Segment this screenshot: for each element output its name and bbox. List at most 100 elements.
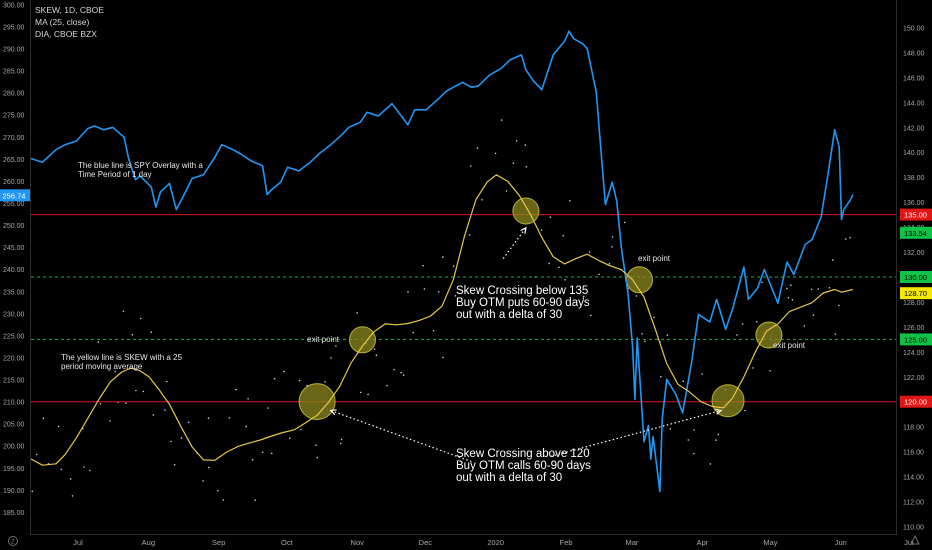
skew-dot bbox=[316, 456, 319, 459]
skew-dot bbox=[31, 490, 34, 493]
left-tick-label: 230.00 bbox=[3, 311, 25, 318]
right-badge bbox=[900, 271, 932, 283]
skew-dot bbox=[442, 356, 444, 359]
right-tick-label: 148.00 bbox=[903, 50, 925, 57]
skew-dot bbox=[590, 314, 592, 317]
skew-dot bbox=[786, 287, 788, 290]
skew-dot bbox=[235, 388, 237, 391]
skew-dot bbox=[437, 291, 440, 293]
x-tick-label: May bbox=[763, 538, 777, 547]
skew-dot bbox=[549, 216, 552, 218]
timezone-icon[interactable]: Z bbox=[8, 536, 18, 546]
right-badge bbox=[900, 333, 932, 346]
skew-dot bbox=[693, 452, 695, 455]
x-tick-label: Mar bbox=[625, 538, 638, 547]
crossing-circle bbox=[711, 384, 745, 418]
skew-dot bbox=[608, 262, 611, 265]
crossing-circle bbox=[512, 197, 540, 225]
skew-dot bbox=[769, 370, 771, 372]
skew-dot bbox=[288, 437, 291, 440]
skew-dot bbox=[254, 499, 256, 502]
right-badge-label: 130.00 bbox=[904, 273, 927, 282]
skew-dot bbox=[588, 251, 591, 253]
skew-dot bbox=[251, 458, 254, 461]
left-tick-label: 295.00 bbox=[3, 24, 25, 31]
skew-dot bbox=[828, 287, 831, 289]
arrow-line bbox=[550, 409, 722, 457]
skew-dot bbox=[761, 281, 763, 284]
left-tick-label: 215.00 bbox=[3, 378, 25, 385]
skew-dot bbox=[99, 403, 102, 405]
left-tick-label: 250.00 bbox=[3, 223, 25, 230]
skew-dot bbox=[701, 373, 703, 375]
right-tick-label: 112.00 bbox=[903, 500, 924, 507]
skew-dot bbox=[180, 437, 183, 439]
skew-dot bbox=[150, 331, 152, 334]
skew-dot bbox=[548, 262, 550, 265]
right-badge bbox=[900, 395, 932, 408]
skew-dot bbox=[454, 295, 457, 297]
skew-dot bbox=[267, 407, 269, 409]
yellow-line-note-1: The yellow line is SKEW with a 25 bbox=[61, 353, 182, 362]
skew-dot bbox=[407, 291, 409, 293]
left-tick-label: 220.00 bbox=[3, 355, 25, 362]
skew-dot bbox=[849, 236, 851, 239]
x-tick-label: Oct bbox=[281, 538, 294, 547]
skew-dot bbox=[359, 391, 362, 394]
skew-dot bbox=[222, 499, 225, 501]
skew-dot bbox=[89, 469, 91, 472]
left-tick-label: 260.00 bbox=[3, 179, 25, 186]
left-tick-label: 235.00 bbox=[3, 289, 25, 296]
skew-dot bbox=[422, 264, 424, 267]
skew-dot bbox=[500, 119, 503, 121]
skew-dot bbox=[515, 140, 518, 142]
skew-dot bbox=[693, 429, 695, 431]
skew-dot bbox=[57, 425, 60, 428]
skew-dot bbox=[386, 384, 388, 387]
crossing-circle bbox=[349, 326, 376, 354]
skew-dot bbox=[122, 310, 125, 313]
ma-series-line bbox=[30, 174, 854, 466]
right-tick-label: 138.00 bbox=[903, 175, 925, 182]
skew-dot bbox=[582, 295, 585, 298]
skew-dot bbox=[69, 478, 72, 480]
right-tick-label: 126.00 bbox=[903, 325, 925, 332]
left-tick-label: 265.00 bbox=[3, 157, 25, 164]
x-tick-label: Jul bbox=[73, 538, 83, 547]
left-tick-label: 300.00 bbox=[3, 2, 25, 9]
skew-dot bbox=[736, 334, 738, 336]
right-badge-label: 133.54 bbox=[904, 229, 927, 238]
skew-dot bbox=[164, 409, 166, 411]
crossing-circle bbox=[298, 383, 336, 421]
skew-dot bbox=[330, 357, 332, 359]
right-tick-label: 146.00 bbox=[903, 75, 925, 82]
header-overlay: DIA, CBOE BZX bbox=[35, 29, 97, 39]
skew-dot bbox=[845, 238, 847, 240]
left-tick-label: 245.00 bbox=[3, 245, 25, 252]
left-tick-label: 190.00 bbox=[3, 488, 25, 495]
skew-dot bbox=[641, 333, 643, 335]
chart-settings-icon[interactable] bbox=[910, 534, 920, 545]
crossing-circle bbox=[755, 321, 783, 349]
skew-dot bbox=[125, 402, 127, 405]
skew-dot bbox=[207, 417, 210, 420]
right-tick-label: 122.00 bbox=[903, 375, 925, 382]
left-tick-label: 240.00 bbox=[3, 267, 25, 274]
right-tick-label: 118.00 bbox=[903, 425, 924, 432]
price-badges: 135.00 133.54 130.00 128.70 125.00 120.00 256.… bbox=[0, 189, 932, 408]
x-tick-label: Aug bbox=[142, 538, 155, 547]
left-tick-label: 185.00 bbox=[3, 510, 25, 517]
right-tick-label: 116.00 bbox=[903, 450, 924, 457]
right-badge bbox=[900, 208, 932, 221]
skew-dot bbox=[834, 333, 837, 335]
skew-dot bbox=[791, 299, 794, 301]
right-tick-label: 140.00 bbox=[903, 150, 925, 157]
skew-dot bbox=[207, 466, 210, 469]
right-tick-label: 142.00 bbox=[903, 125, 925, 132]
skew-dot bbox=[494, 152, 497, 155]
right-tick-label: 110.00 bbox=[903, 525, 924, 532]
skew-dot bbox=[202, 480, 204, 482]
right-badge-label: 125.00 bbox=[904, 335, 927, 344]
arrow-head bbox=[715, 408, 723, 415]
skew-dot bbox=[339, 442, 342, 445]
